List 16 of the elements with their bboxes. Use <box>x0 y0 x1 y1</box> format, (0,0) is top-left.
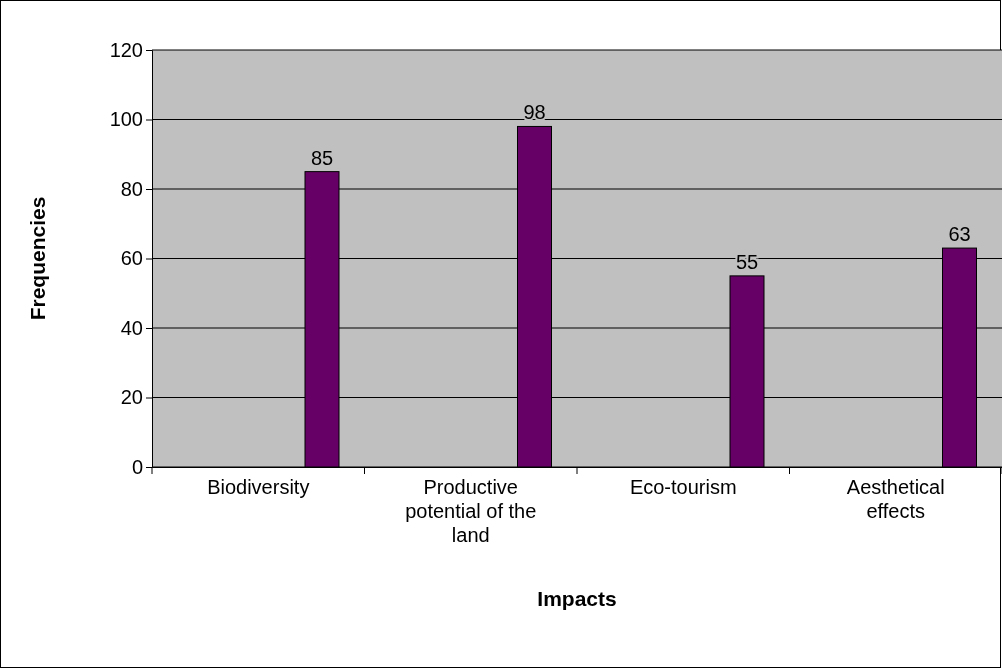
x-axis-title: Impacts <box>537 587 617 610</box>
x-tick-label: Biodiversity <box>207 476 310 498</box>
x-tick-label: Eco-tourism <box>629 476 737 498</box>
x-tick-label: Aesthetical effects <box>846 476 945 522</box>
y-tick-label: 0 <box>131 455 143 478</box>
y-tick-label: 80 <box>120 177 143 200</box>
data-label: 63 <box>948 223 971 246</box>
data-label: 98 <box>523 101 546 124</box>
y-axis-title: Frequencies <box>26 196 49 321</box>
data-label: 85 <box>310 146 334 169</box>
y-tick-label: 120 <box>109 38 143 61</box>
y-tick-label: 40 <box>120 316 143 339</box>
y-tick-label: 60 <box>120 247 143 270</box>
y-tick-label: 20 <box>120 386 143 409</box>
x-tick-label: Productive potential of the land <box>405 476 537 546</box>
y-tick-label: 100 <box>109 108 143 131</box>
